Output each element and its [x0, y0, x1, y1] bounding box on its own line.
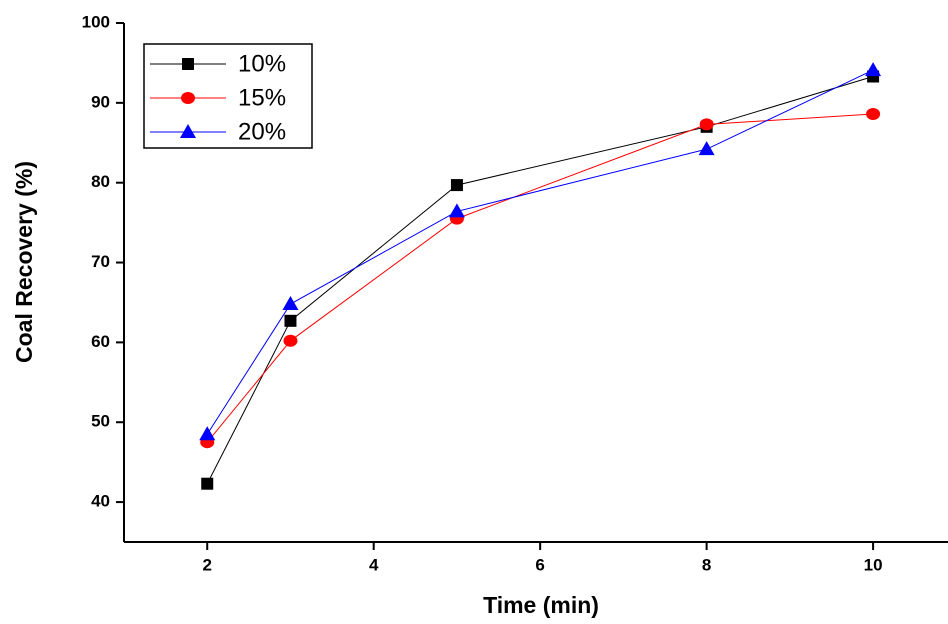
y-tick-label: 60 [91, 332, 110, 351]
series-line [206, 113, 874, 443]
y-tick-label: 80 [91, 172, 110, 191]
data-point [699, 118, 714, 131]
x-tick-label: 4 [369, 555, 379, 574]
x-tick-label: 2 [202, 555, 211, 574]
y-tick-label: 100 [82, 12, 110, 31]
y-tick-label: 40 [91, 492, 110, 511]
data-point [201, 477, 214, 490]
data-point [865, 62, 882, 77]
legend-label: 15% [238, 84, 286, 111]
data-point [450, 179, 463, 192]
x-tick-label: 6 [535, 555, 544, 574]
data-point [284, 314, 297, 327]
data-point [282, 296, 299, 311]
x-tick-label: 10 [864, 555, 883, 574]
x-axis-title: Time (min) [483, 592, 599, 618]
legend-marker [181, 92, 195, 104]
x-tick-label: 8 [702, 555, 711, 574]
legend-label: 20% [238, 118, 286, 145]
y-tick-label: 50 [91, 412, 110, 431]
y-tick-label: 70 [91, 252, 110, 271]
data-point [866, 108, 881, 121]
data-point [199, 426, 216, 441]
y-axis-title: Coal Recovery (%) [11, 161, 37, 363]
legend-box [143, 43, 313, 149]
legend-marker [180, 124, 196, 138]
data-point [448, 203, 465, 218]
data-point [698, 141, 715, 156]
legend-label: 10% [238, 50, 286, 77]
legend-marker [182, 58, 194, 70]
y-tick-label: 90 [91, 92, 110, 111]
data-point [283, 334, 298, 347]
